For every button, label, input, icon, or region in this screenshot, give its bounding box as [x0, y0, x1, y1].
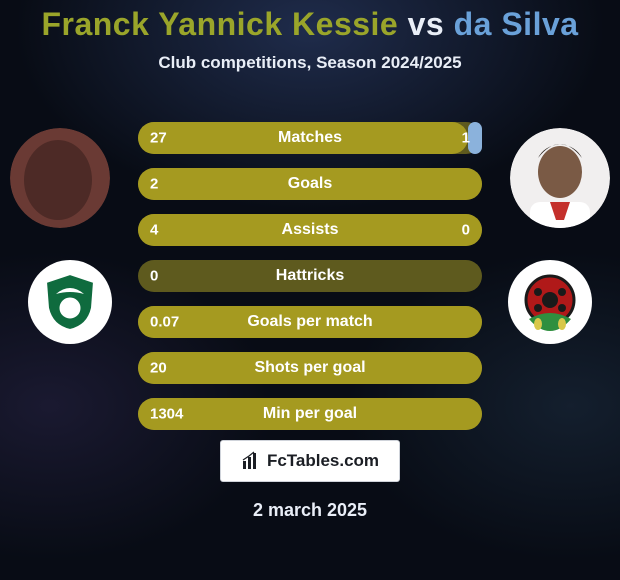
stat-value-right: 1 [462, 130, 470, 147]
stat-value-left: 27 [150, 130, 167, 147]
stat-fill-right [468, 122, 482, 154]
stat-metric-label: Goals [288, 175, 332, 193]
stat-value-left: 0.07 [150, 314, 179, 331]
stat-row: 1304 Min per goal [138, 398, 482, 430]
stat-value-left: 20 [150, 360, 167, 377]
stats-bars: 27 Matches 1 2 Goals 4 Assists 0 0 Hattricks 0.07 G… [138, 122, 482, 430]
stat-value-left: 0 [150, 268, 158, 285]
player2-avatar [510, 128, 610, 228]
stat-metric-label: Goals per match [247, 313, 372, 331]
stat-metric-label: Min per goal [263, 405, 357, 423]
stat-metric-label: Matches [278, 129, 342, 147]
date-label: 2 march 2025 [253, 500, 367, 521]
brand-name: FcTables.com [267, 451, 379, 471]
stat-value-left: 1304 [150, 406, 183, 423]
stat-value-left: 2 [150, 176, 158, 193]
stat-value-left: 4 [150, 222, 158, 239]
vs-label: vs [408, 6, 445, 42]
club-badge-icon [515, 267, 585, 337]
stat-value-right: 0 [462, 222, 470, 239]
player1-name: Franck Yannick Kessie [41, 6, 398, 42]
player1-club-badge [28, 260, 112, 344]
stat-row: 4 Assists 0 [138, 214, 482, 246]
brand-box: FcTables.com [220, 440, 400, 482]
stat-row: 27 Matches 1 [138, 122, 482, 154]
avatar-placeholder-icon [510, 128, 610, 228]
avatar-placeholder-icon [10, 128, 110, 228]
stat-row: 2 Goals [138, 168, 482, 200]
comparison-title: Franck Yannick Kessie vs da Silva [0, 0, 620, 43]
player1-avatar [10, 128, 110, 228]
player2-name: da Silva [454, 6, 579, 42]
stat-row: 0.07 Goals per match [138, 306, 482, 338]
club-badge-icon [38, 270, 102, 334]
subtitle: Club competitions, Season 2024/2025 [0, 53, 620, 73]
stat-row: 0 Hattricks [138, 260, 482, 292]
stat-metric-label: Hattricks [276, 267, 344, 285]
player2-club-badge [508, 260, 592, 344]
stat-metric-label: Shots per goal [254, 359, 365, 377]
stat-row: 20 Shots per goal [138, 352, 482, 384]
stat-metric-label: Assists [282, 221, 339, 239]
bars-logo-icon [241, 451, 261, 471]
